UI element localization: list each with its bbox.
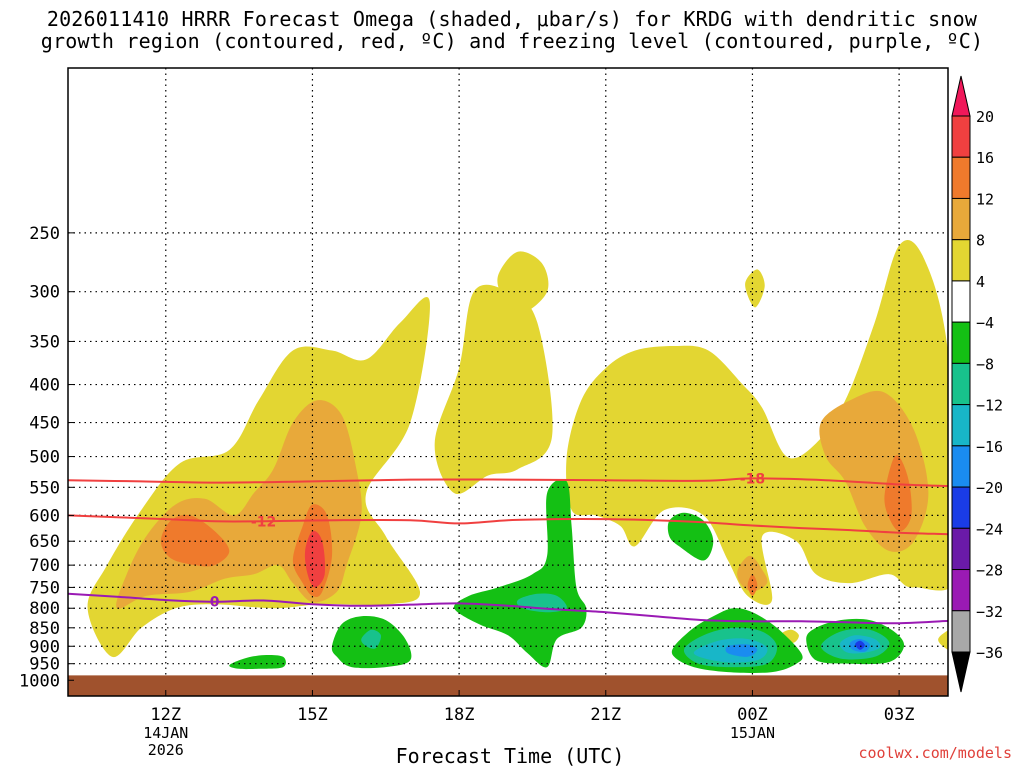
contour-label-0: -18: [740, 471, 765, 487]
colorbar-bin-9: [951, 486, 971, 529]
omega-region-14: [938, 630, 948, 650]
colorbar-label-5: −4: [976, 314, 994, 332]
ground-terrain: [68, 675, 948, 696]
y-tick-label-250: 250: [29, 224, 60, 244]
y-tick-label-750: 750: [29, 578, 60, 598]
colorbar-bin-4: [951, 280, 971, 323]
colorbar-bin-0: [951, 115, 971, 158]
colorbar-bin-2: [951, 197, 971, 241]
y-tick-label-500: 500: [29, 448, 60, 468]
y-tick-label-900: 900: [29, 637, 60, 657]
omega-region-29: [855, 640, 865, 650]
y-tick-label-1000: 1000: [19, 671, 60, 691]
colorbar-label-13: −36: [976, 644, 1003, 662]
omega-region-4: [745, 269, 765, 308]
x-tick-label-21Z: 21Z: [590, 705, 621, 725]
y-tick-label-300: 300: [29, 283, 60, 303]
omega-region-21: [361, 629, 382, 649]
chart-title-line1: 2026011410 HRRR Forecast Omega (shaded, …: [46, 7, 978, 31]
chart-title-line2: growth region (contoured, red, ºC) and f…: [40, 29, 984, 53]
y-tick-label-600: 600: [29, 506, 60, 526]
x-tick-label-18Z: 18Z: [444, 705, 475, 725]
contour-label-2: 0: [210, 595, 220, 611]
colorbar-bin-11: [951, 569, 971, 612]
colorbar-label-4: 4: [976, 273, 985, 291]
omega-region-10: [884, 455, 912, 532]
omega-region-3: [566, 239, 948, 605]
y-tick-label-700: 700: [29, 556, 60, 576]
omega-region-17: [454, 479, 587, 668]
x-tick-label-00Z: 00Z: [737, 705, 768, 725]
colorbar-label-6: −8: [976, 355, 994, 373]
colorbar-bin-6: [951, 362, 971, 406]
omega-region-2: [497, 251, 549, 313]
colorbar-label-2: 12: [976, 190, 994, 208]
y-tick-label-400: 400: [29, 376, 60, 396]
colorbar-label-7: −12: [976, 397, 1003, 415]
plot-area: -18 -12 0: [68, 68, 948, 696]
colorbar-label-11: −28: [976, 562, 1003, 580]
omega-region-18: [667, 512, 714, 561]
colorbar-label-3: 8: [976, 232, 985, 250]
colorbar-bin-5: [951, 321, 971, 364]
y-tick-label-950: 950: [29, 655, 60, 675]
colorbar-bin-12: [951, 610, 971, 653]
colorbar-bin-3: [951, 239, 971, 282]
y-tick-label-850: 850: [29, 619, 60, 639]
x-axis-title: Forecast Time (UTC): [395, 744, 625, 768]
colorbar-label-8: −16: [976, 438, 1003, 456]
colorbar-label-12: −32: [976, 603, 1003, 621]
colorbar-label-0: 20: [976, 108, 994, 126]
contour-line-1: [68, 514, 948, 536]
colorbar-bin-1: [951, 156, 971, 199]
colorbar-bin-7: [951, 404, 971, 447]
colorbar-bin-10: [951, 527, 971, 571]
x-tick-label-15Z: 15Z: [297, 705, 328, 725]
x-tick-sublabel-00Z-0: 15JAN: [730, 724, 775, 742]
y-tick-label-550: 550: [29, 478, 60, 498]
omega-region-0: [87, 297, 430, 658]
colorbar-bottom-arrow: [951, 651, 971, 693]
x-tick-label-03Z: 03Z: [884, 705, 915, 725]
colorbar-label-1: 16: [976, 149, 994, 167]
y-tick-label-450: 450: [29, 414, 60, 434]
y-tick-label-800: 800: [29, 599, 60, 619]
x-tick-label-12Z: 12Z: [150, 705, 181, 725]
colorbar-label-9: −20: [976, 479, 1003, 497]
colorbar-bin-8: [951, 445, 971, 488]
credit-link[interactable]: coolwx.com/models: [858, 744, 1012, 762]
colorbar-top-arrow: [951, 75, 971, 117]
omega-region-15: [229, 654, 286, 670]
x-tick-sublabel-12Z-1: 2026: [148, 741, 184, 759]
plot-frame: [67, 67, 949, 697]
colorbar-label-10: −24: [976, 520, 1003, 538]
omega-region-11: [304, 530, 326, 588]
y-tick-label-350: 350: [29, 332, 60, 352]
contour-line-2: [68, 592, 948, 625]
contour-line-0: [68, 477, 948, 488]
omega-region-27: [725, 644, 758, 657]
contour-label-1: -12: [251, 514, 276, 530]
y-tick-label-650: 650: [29, 532, 60, 552]
x-tick-sublabel-12Z-0: 14JAN: [143, 724, 188, 742]
omega-region-1: [434, 284, 553, 495]
